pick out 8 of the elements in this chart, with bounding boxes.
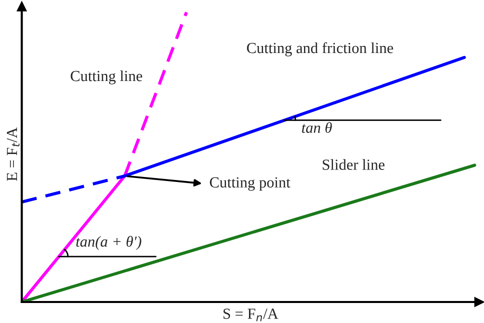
annotation: Slider line bbox=[322, 159, 384, 170]
annotation: tan(a + θ′) bbox=[76, 236, 142, 250]
annotation: Cutting and friction line bbox=[247, 42, 394, 56]
annotation: Cutting point bbox=[210, 177, 290, 191]
annotation: tan θ bbox=[302, 122, 332, 133]
x-axis-title: S = F$_{n}$/A bbox=[224, 308, 278, 322]
annotation: Cutting line bbox=[70, 70, 142, 84]
y-axis-title: E = F$_{t}$/A bbox=[6, 127, 20, 181]
